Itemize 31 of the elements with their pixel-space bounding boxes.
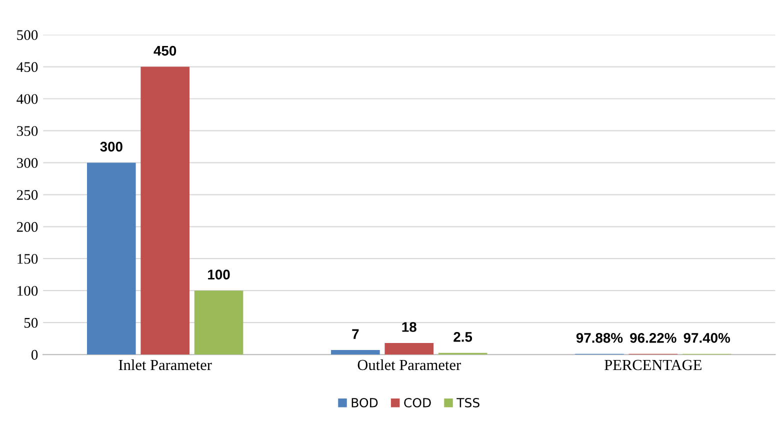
legend-label: BOD [352,398,378,408]
y-tick-label: 350 [17,126,38,136]
x-tick-label: Inlet Parameter [118,359,212,370]
y-tick-label: 50 [24,318,38,328]
data-label: 2.5 [454,332,472,342]
y-tick-label: 400 [16,94,38,104]
data-label: 7 [352,329,359,339]
y-tick-label: 100 [18,286,38,296]
bar [140,66,190,355]
y-tick-label: 250 [16,190,38,200]
data-label: 97.88% [576,332,623,343]
x-tick-label: Outlet Parameter [358,359,461,370]
y-tick-label: 300 [17,158,38,168]
y-tick-label: 150 [18,254,38,264]
bar [86,162,136,355]
y-tick-label: 450 [16,62,38,72]
data-label: 96.22% [630,332,676,343]
y-tick-label: 0 [31,350,38,360]
x-tick-label: PERCENTAGE [604,360,702,370]
legend-label: TSS [456,398,480,408]
data-label: 100 [208,270,230,280]
data-label: 450 [154,46,176,56]
data-label: 300 [100,142,122,152]
bar [194,290,244,355]
legend-label: COD [404,398,431,408]
bar [331,350,380,355]
data-label: 97.40% [684,332,730,343]
bar [384,343,434,355]
y-tick-label: 500 [17,30,38,40]
y-tick-label: 200 [16,222,38,232]
data-label: 18 [402,322,416,332]
